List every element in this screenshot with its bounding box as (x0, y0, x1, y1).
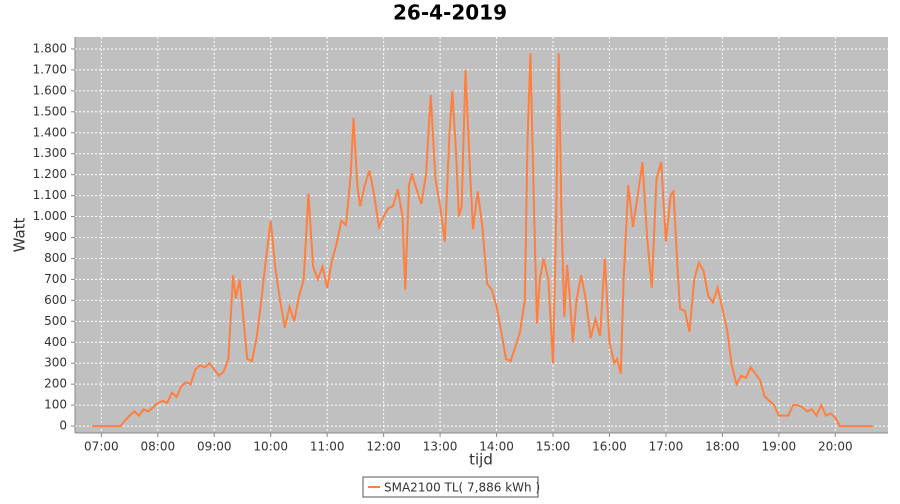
y-tick-label: 500 (44, 314, 67, 328)
legend (362, 476, 539, 498)
y-axis-label: Watt (11, 217, 29, 252)
y-tick-label: 1.000 (33, 209, 67, 223)
y-tick-label: 800 (44, 251, 67, 265)
y-tick-label: 900 (44, 230, 67, 244)
x-axis-label: tijd (469, 451, 493, 469)
x-tick-label: 15:00 (536, 440, 571, 454)
x-tick-label: 14:00 (479, 440, 514, 454)
x-tick-label: 20:00 (818, 440, 853, 454)
y-tick-label: 400 (44, 335, 67, 349)
x-tick-label: 18:00 (705, 440, 740, 454)
y-tick-label: 200 (44, 377, 67, 391)
y-tick-label: 1.600 (33, 83, 67, 97)
legend-label: SMA2100 TL( 7,886 kWh ) (384, 481, 540, 495)
y-tick-label: 1.800 (33, 41, 67, 55)
chart-title: 26-4-2019 (393, 1, 507, 25)
plot-area (75, 37, 888, 433)
y-tick-label: 1.500 (33, 104, 67, 118)
x-tick-label: 13:00 (423, 440, 458, 454)
y-tick-label: 1.400 (33, 125, 67, 139)
y-tick-label: 1.300 (33, 146, 67, 160)
x-tick-label: 11:00 (310, 440, 345, 454)
x-tick-label: 12:00 (366, 440, 401, 454)
y-tick-label: 600 (44, 293, 67, 307)
x-tick-label: 16:00 (592, 440, 627, 454)
y-tick-label: 1.700 (33, 62, 67, 76)
x-tick-label: 19:00 (762, 440, 797, 454)
y-tick-label: 700 (44, 272, 67, 286)
x-tick-label: 09:00 (197, 440, 232, 454)
x-tick-label: 08:00 (141, 440, 176, 454)
y-tick-label: 300 (44, 356, 67, 370)
y-tick-label: 1.100 (33, 188, 67, 202)
x-tick-label: 10:00 (253, 440, 288, 454)
x-tick-label: 07:00 (84, 440, 119, 454)
x-tick-label: 17:00 (649, 440, 684, 454)
data-line (91, 53, 873, 428)
y-tick-label: 100 (44, 398, 67, 412)
y-tick-label: 0 (59, 419, 67, 433)
y-tick-label: 1.200 (33, 167, 67, 181)
